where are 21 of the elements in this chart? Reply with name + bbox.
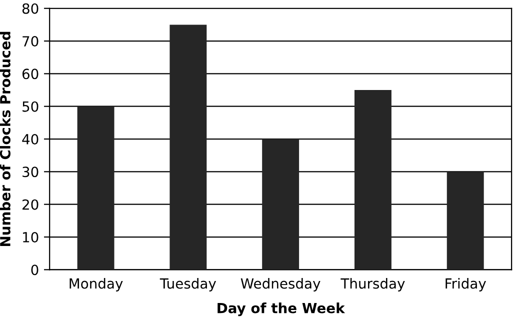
y-tick-label: 50 bbox=[22, 101, 38, 112]
y-tick-label: 80 bbox=[22, 3, 38, 14]
y-tick-label: 10 bbox=[23, 232, 38, 242]
y-tick-label: 0 bbox=[31, 264, 38, 276]
x-tick-label: Wednesday bbox=[240, 278, 320, 292]
y-tick-label: 20 bbox=[22, 199, 38, 210]
x-tick-label: Tuesday bbox=[160, 278, 216, 292]
y-axis-title: Number of Clocks Produced bbox=[0, 32, 10, 246]
bar bbox=[354, 90, 392, 270]
bar bbox=[170, 24, 207, 270]
y-tick-label: 60 bbox=[22, 68, 38, 80]
x-tick-label: Monday bbox=[70, 278, 123, 292]
y-tick-label: 40 bbox=[22, 134, 38, 144]
bar bbox=[77, 106, 114, 270]
x-tick-label: Thursday bbox=[340, 278, 405, 292]
bar bbox=[446, 172, 484, 270]
bar bbox=[262, 139, 300, 270]
x-tick-label: Friday bbox=[446, 278, 486, 292]
x-axis-title: Day of the Week bbox=[218, 302, 346, 316]
y-tick-label: 70 bbox=[22, 36, 38, 47]
y-tick-label: 30 bbox=[22, 166, 38, 178]
